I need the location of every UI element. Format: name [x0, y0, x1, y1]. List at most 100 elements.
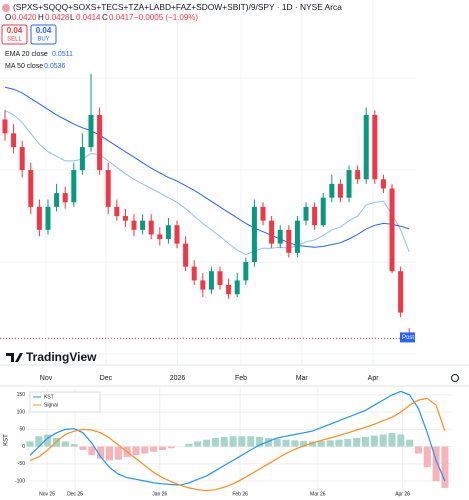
buy-button[interactable] — [30, 24, 57, 45]
candle-body — [294, 220, 300, 253]
candle-body — [28, 170, 34, 207]
x-tick-label: Mar — [296, 375, 309, 382]
kst-line — [29, 390, 446, 486]
histogram-bar — [397, 434, 405, 447]
l-label: L — [70, 13, 75, 22]
kst-legend: KST Signal — [29, 391, 101, 413]
histogram-bar — [291, 440, 299, 447]
candle-body — [372, 114, 378, 180]
low: 0.0414 — [76, 13, 101, 22]
histogram-bar — [194, 441, 202, 447]
x-tick-label: Mar 26 — [310, 491, 326, 497]
legend-signal: Signal — [44, 402, 58, 408]
candle-body — [71, 170, 77, 203]
candle-body — [398, 271, 404, 313]
candle-body — [36, 206, 42, 230]
x-tick-label: Nov 25 — [39, 491, 55, 497]
histogram-bar — [344, 439, 352, 447]
candle-body — [312, 206, 318, 226]
candle-body — [54, 193, 60, 207]
histogram-bar — [432, 446, 440, 482]
histogram-bar — [309, 441, 317, 447]
logo-icon — [6, 353, 23, 362]
histogram-bar — [317, 441, 325, 447]
histogram-bar — [273, 439, 281, 447]
candle-body — [131, 220, 137, 230]
candle-body — [226, 285, 232, 295]
histogram-bar — [105, 446, 113, 461]
histogram-bar — [97, 446, 105, 459]
post-label: Post — [402, 335, 414, 341]
y-tick-label: 0 — [22, 444, 25, 450]
open: 0.0420 — [12, 13, 37, 22]
candle-body — [19, 147, 25, 171]
candle-body — [105, 170, 111, 207]
histogram-bar — [256, 436, 264, 447]
candle-body — [260, 206, 266, 221]
histogram-bar — [26, 441, 34, 447]
y-tick-label: -100 — [15, 478, 25, 484]
candle-body — [269, 220, 275, 244]
candle-body — [2, 119, 8, 134]
histogram-bar — [414, 446, 422, 454]
x-tick-label: Feb 26 — [232, 491, 248, 497]
histogram-bar — [203, 439, 211, 447]
histogram-bar — [326, 440, 334, 447]
histogram-bar — [220, 436, 228, 447]
candle-body — [251, 206, 257, 263]
sell-price: 0.04 — [7, 26, 23, 35]
histogram-bar — [70, 444, 78, 447]
histogram-bar — [79, 446, 87, 451]
candle-body — [183, 243, 189, 267]
high: 0.0428 — [45, 13, 70, 22]
legend-box — [29, 391, 101, 413]
histogram-bar — [361, 436, 369, 447]
candle-body — [320, 197, 326, 226]
x-tick-label: Feb — [235, 375, 247, 382]
x-tick-label: Apr — [368, 375, 380, 382]
histogram-bar — [238, 436, 246, 447]
histogram-bar — [167, 446, 175, 449]
sell-label: SELL — [7, 37, 22, 43]
candle-body — [174, 225, 180, 244]
candle-body — [243, 262, 249, 281]
candle-body — [62, 193, 68, 203]
o-label: O — [5, 13, 11, 22]
y-tick-label: -50 — [18, 461, 25, 467]
histogram-bar — [61, 441, 69, 447]
histogram-bar — [335, 439, 343, 447]
histogram-bar — [150, 446, 158, 452]
candle-body — [114, 206, 120, 217]
histogram-bar — [158, 446, 166, 451]
legend-ma: MA 50 close — [5, 63, 43, 70]
kst-ylabel: KST — [4, 434, 10, 446]
candle-body — [165, 225, 171, 240]
legend-ema-value: 0.0511 — [52, 51, 73, 58]
kst-line — [29, 397, 446, 492]
histogram-bar — [379, 434, 387, 447]
sell-button[interactable] — [1, 24, 28, 45]
price-axis-bg — [415, 0, 469, 365]
candle-body — [277, 229, 283, 244]
post-tag — [400, 332, 416, 343]
x-tick-label: Nov — [40, 375, 53, 382]
histogram-bar — [35, 436, 43, 447]
histogram-bar — [406, 439, 414, 447]
x-tick-label: Apr 26 — [395, 491, 410, 497]
candle-body — [389, 188, 395, 272]
candle-body — [329, 183, 335, 198]
candle-body — [337, 183, 343, 198]
indicator-line — [4, 109, 410, 256]
candle-body — [191, 266, 197, 281]
x-tick-label: Jan 26 — [152, 491, 167, 497]
candle-body — [208, 271, 214, 290]
close: 0.0417 — [109, 13, 134, 22]
histogram-bar — [441, 446, 449, 488]
histogram-bar — [423, 446, 431, 468]
settings-icon[interactable] — [451, 374, 459, 382]
candle-body — [79, 147, 85, 171]
buy-price: 0.04 — [36, 26, 52, 35]
histogram-bar — [53, 437, 61, 447]
